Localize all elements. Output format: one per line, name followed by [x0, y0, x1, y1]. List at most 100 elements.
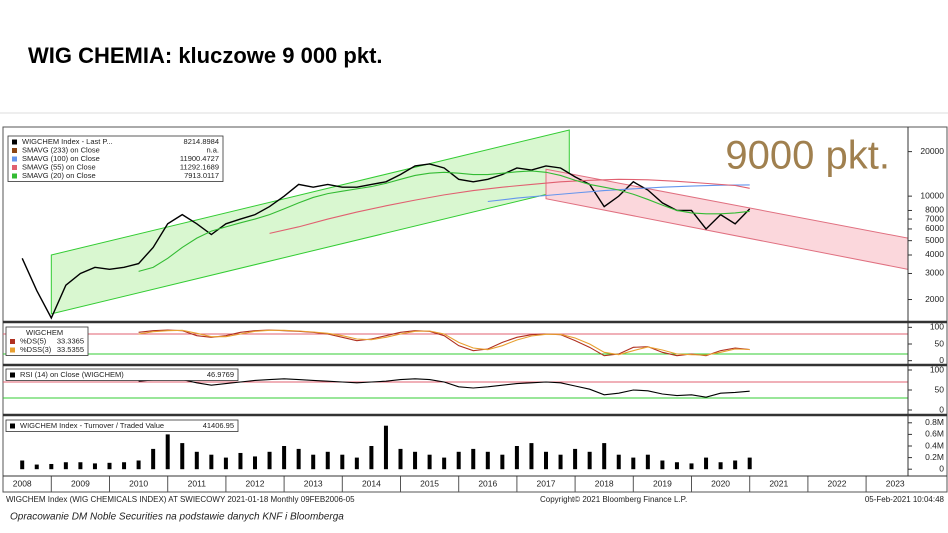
panel — [21, 129, 908, 320]
bar — [63, 462, 68, 470]
y-tick-label: 20000 — [920, 146, 944, 156]
x-tick-label: 2018 — [595, 478, 614, 488]
panel-labels: 0 50 100 RSI (14) on Close (WIGCHEM) 46.9769 — [5, 364, 945, 414]
footer-right: 05-Feb-2021 10:04:48 — [865, 495, 945, 504]
y-tick-label: 3000 — [925, 268, 944, 278]
bar — [253, 456, 258, 470]
legend-label: WIGCHEM Index - Last P... — [22, 137, 113, 146]
bar — [631, 457, 636, 470]
footer-center: Copyright© 2021 Bloomberg Finance L.P. — [540, 495, 687, 504]
bar — [529, 443, 534, 470]
annotation: 9000 pkt. — [725, 134, 890, 178]
bar — [602, 443, 607, 470]
bar — [500, 454, 505, 470]
series-line — [138, 378, 750, 398]
bar — [544, 451, 548, 470]
bar — [282, 446, 287, 470]
y-tick-label: 0 — [939, 404, 944, 414]
series-line — [21, 163, 751, 320]
y-tick-label: 0 — [939, 355, 944, 365]
bar — [427, 454, 432, 470]
bar — [325, 451, 330, 470]
slide-title: WIG CHEMIA: kluczowe 9 000 pkt. — [28, 43, 383, 68]
y-tick-label: 50 — [935, 384, 945, 394]
bar — [354, 457, 359, 470]
legend-swatch — [12, 156, 17, 162]
bar — [267, 451, 272, 470]
bar — [20, 460, 25, 470]
bar — [151, 448, 156, 470]
legend-label: SMAVG (55) on Close — [22, 162, 96, 171]
x-tick-label: 2021 — [769, 478, 788, 488]
bar — [311, 454, 316, 470]
y-tick-label: 6000 — [925, 223, 944, 233]
legend-title: WIGCHEM — [26, 328, 63, 337]
bar — [704, 457, 709, 470]
y-tick-label: 5000 — [925, 235, 944, 245]
legend-box — [5, 419, 239, 432]
legend-value: 7913.0117 — [184, 171, 219, 180]
legend-swatch — [12, 139, 17, 145]
bar — [340, 454, 345, 470]
legend-value: 33.5355 — [57, 345, 84, 354]
y-tick-label: 10000 — [920, 190, 944, 200]
y-tick-label: 7000 — [925, 213, 944, 223]
y-tick-label: 100 — [930, 322, 944, 332]
bar — [674, 462, 679, 470]
bar — [194, 451, 199, 470]
legend-label: SMAVG (100) on Close — [22, 154, 100, 163]
legend-swatch — [10, 347, 15, 353]
legend-value: 8214.8984 — [184, 137, 219, 146]
legend-label: %DS(5) — [20, 336, 47, 345]
bar — [587, 451, 592, 470]
y-tick-label: 0.8M — [925, 417, 944, 427]
x-tick-label: 2009 — [71, 478, 90, 488]
panel — [3, 329, 908, 357]
legend-value: 41406.95 — [203, 421, 234, 430]
y-tick-label: 50 — [935, 338, 945, 348]
y-tick-label: 0.4M — [925, 440, 944, 450]
panel-labels: 00.2M 0.4M0.6M 0.8M 2008 2009 2010 2011 2012 201… — [5, 417, 944, 492]
bar — [485, 451, 490, 470]
bar — [92, 463, 97, 470]
legend-box — [5, 368, 239, 381]
bar — [660, 460, 665, 470]
bar — [616, 454, 621, 470]
bar — [49, 463, 54, 470]
bar — [383, 425, 388, 470]
legend-value: 33.3365 — [57, 336, 84, 345]
x-tick-label: 2014 — [362, 478, 381, 488]
legend-value: 11292.1689 — [180, 162, 219, 171]
bar — [180, 443, 185, 470]
bar — [747, 457, 752, 470]
y-tick-label: 0.6M — [925, 429, 944, 439]
bar — [107, 462, 112, 470]
legend-swatch — [10, 339, 15, 344]
y-tick-label: 0.2M — [925, 452, 944, 462]
x-tick-label: 2017 — [537, 478, 556, 488]
legend-swatch — [12, 165, 17, 170]
x-tick-label: 2011 — [188, 478, 207, 488]
bar — [165, 434, 170, 470]
series-line — [138, 170, 750, 272]
legend-value: n.a. — [206, 145, 219, 154]
bar — [558, 454, 563, 470]
series-line — [269, 178, 750, 234]
bar — [223, 457, 228, 470]
bar — [456, 451, 461, 470]
footer-left: WIGCHEM Index (WIG CHEMICALS INDEX) AT S… — [6, 495, 355, 504]
legend-label: SMAVG (233) on Close — [22, 145, 100, 154]
x-tick-label: 2013 — [304, 478, 323, 488]
x-tick-label: 2019 — [653, 478, 672, 488]
bar — [471, 448, 476, 470]
bar — [645, 454, 650, 470]
bar — [296, 448, 301, 470]
series-line — [138, 329, 750, 356]
legend-swatch — [10, 423, 15, 429]
x-tick-label: 2023 — [886, 478, 905, 488]
bar — [718, 462, 723, 470]
bar — [369, 446, 374, 470]
